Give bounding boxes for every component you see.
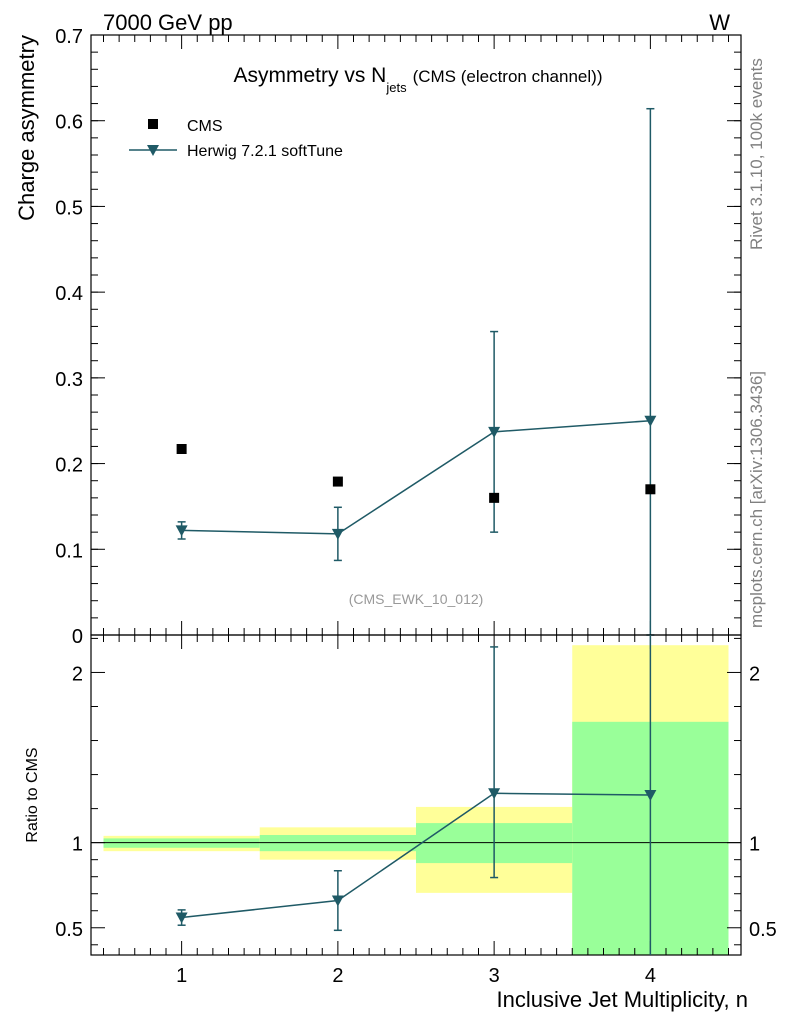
main-mc-point <box>488 426 501 438</box>
main-title: Asymmetry vs Njets (CMS (electron channel… <box>234 64 603 95</box>
legend-label-cms: CMS <box>187 118 223 135</box>
header-energy-label: 7000 GeV pp <box>103 10 233 35</box>
ratio-y-tick-label-right: 1 <box>749 834 760 856</box>
ratio-y-axis-label: Ratio to CMS <box>24 747 41 842</box>
ratio-mc-point <box>644 790 657 801</box>
main-y-tick-label: 0.4 <box>55 283 83 305</box>
ratio-y-tick-label-left: 0.5 <box>55 919 83 941</box>
ratio-y-tick-label-left: 1 <box>72 834 83 856</box>
main-panel: 0 0.1 0.2 0.3 0.4 0.5 0.6 0.7 Asymmetry vs Njet… <box>14 26 742 648</box>
main-cms-point <box>176 444 187 454</box>
x-tick-label: 1 <box>176 965 187 987</box>
ratio-mc-point <box>175 912 188 924</box>
main-y-tick-label: 0 <box>72 626 83 648</box>
x-tick-label: 4 <box>645 965 656 987</box>
ratio-y-tick-label-right: 2 <box>749 663 760 685</box>
header-process-label: W <box>709 10 730 35</box>
ratio-mc-point <box>331 895 344 907</box>
main-y-tick-label: 0.5 <box>55 197 83 219</box>
main-y-tick-label: 0.1 <box>55 540 83 562</box>
main-cms-point <box>332 476 343 487</box>
main-y-axis-label: Charge asymmetry <box>14 35 39 221</box>
main-mc-point <box>331 528 344 540</box>
x-tick-label: 3 <box>489 965 500 987</box>
main-y-tick-label: 0.7 <box>55 26 83 48</box>
ratio-panel: 0.5 0.5 1 1 2 2 1 2 3 4 Ratio to CMS Inclusive Je… <box>24 634 777 1012</box>
ratio-mc-series-line <box>181 792 651 919</box>
analysis-tag: (CMS_EWK_10_012) <box>349 591 484 607</box>
x-axis-label: Inclusive Jet Multiplicity, n <box>497 987 748 1012</box>
main-cms-point <box>645 484 656 495</box>
main-y-tick-label: 0.3 <box>55 369 83 391</box>
main-title-text: Asymmetry vs N <box>234 64 387 87</box>
main-y-tick-label: 0.6 <box>55 112 83 134</box>
side-label-rivet: Rivet 3.1.10, 100k events <box>747 58 766 250</box>
main-mc-point <box>644 415 657 427</box>
main-title-suffix: (CMS (electron channel)) <box>413 67 603 86</box>
ratio-mc-point <box>488 788 501 800</box>
main-y-tick-label: 0.2 <box>55 455 83 477</box>
main-mc-series-line <box>181 419 651 535</box>
legend-marker-cms <box>148 119 158 129</box>
ratio-y-tick-label-left: 2 <box>72 663 83 685</box>
side-label-mcplots: mcplots.cern.ch [arXiv:1306.3436] <box>747 371 766 628</box>
main-cms-point <box>489 492 500 503</box>
x-tick-label: 2 <box>332 965 343 987</box>
legend-label-mc: Herwig 7.2.1 softTune <box>187 143 343 160</box>
legend: CMS Herwig 7.2.1 softTune <box>129 118 343 160</box>
ratio-y-tick-label-right: 0.5 <box>749 919 777 941</box>
main-title-subscript: jets <box>385 80 407 95</box>
main-mc-point <box>175 525 188 537</box>
legend-marker-mc <box>147 145 159 156</box>
